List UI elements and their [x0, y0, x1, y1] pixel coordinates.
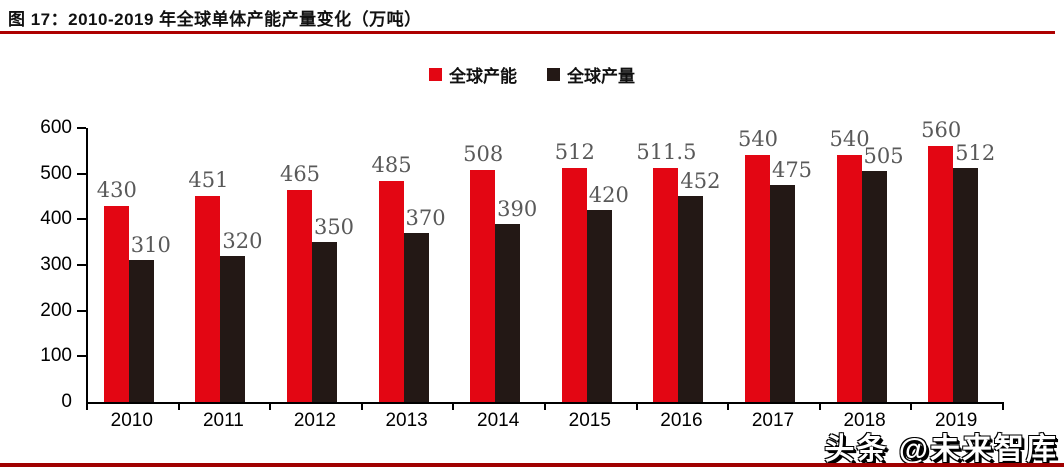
bar-capacity-2010	[103, 205, 129, 402]
chart-legend: 全球产能 全球产量	[0, 62, 1064, 87]
x-axis-tick	[177, 403, 180, 410]
bar-capacity-2019	[928, 146, 954, 402]
y-axis-tick	[77, 172, 86, 175]
x-axis-tick	[910, 403, 913, 410]
bar-output-2016	[678, 195, 704, 402]
y-axis-label: 100	[40, 345, 72, 367]
x-axis-tick	[1002, 403, 1004, 410]
x-axis-label-2018: 2018	[843, 410, 886, 431]
bar-output-2010	[128, 260, 154, 402]
value-label-output-2016: 452	[680, 168, 721, 193]
y-axis-label: 0	[61, 391, 72, 412]
bar-output-2017	[770, 185, 795, 402]
x-axis-label-2016: 2016	[660, 410, 703, 431]
x-axis-label-2011: 2011	[202, 410, 244, 431]
x-axis-tick	[635, 403, 638, 410]
x-axis-label-2014: 2014	[477, 410, 520, 431]
y-axis-label: 400	[40, 208, 72, 230]
value-label-capacity-2016: 511.5	[636, 140, 697, 165]
value-label-capacity-2019: 560	[921, 118, 962, 143]
value-label-output-2014: 390	[497, 196, 538, 221]
value-label-output-2019: 512	[955, 141, 996, 166]
value-label-capacity-2011: 451	[188, 168, 229, 193]
bottom-rule	[0, 463, 1064, 467]
x-axis-tick	[452, 403, 455, 410]
bar-output-2013	[403, 233, 429, 402]
x-axis-tick	[727, 403, 730, 410]
x-axis-label-2017: 2017	[751, 410, 795, 431]
value-label-output-2011: 320	[222, 228, 263, 253]
y-axis-tick	[77, 309, 86, 312]
y-axis-label: 200	[40, 299, 72, 321]
value-label-capacity-2013: 485	[371, 152, 412, 177]
y-axis-tick	[77, 264, 86, 266]
bar-capacity-2016	[653, 168, 679, 402]
legend-label-output: 全球产量	[567, 67, 635, 86]
value-label-output-2015: 420	[588, 183, 629, 208]
figure-title: 图 17：2010-2019 年全球单体产能产量变化（万吨）	[8, 10, 422, 29]
bar-output-2019	[953, 168, 979, 402]
x-axis-tick	[818, 403, 821, 410]
value-label-capacity-2012: 465	[279, 161, 321, 186]
x-axis-label-2013: 2013	[385, 410, 428, 431]
y-axis-tick	[77, 218, 86, 221]
x-axis-tick	[86, 403, 88, 410]
x-axis-label-2012: 2012	[293, 410, 337, 431]
bar-capacity-2014	[470, 170, 496, 402]
y-axis-tick	[77, 127, 86, 129]
value-label-output-2012: 350	[313, 215, 355, 240]
x-axis-tick	[269, 403, 272, 410]
legend-swatch-output-icon	[547, 68, 560, 81]
bar-capacity-2012	[287, 189, 312, 402]
watermark: 头条 @未来智库	[824, 433, 1058, 466]
title-underline-rule	[0, 31, 1055, 34]
value-label-output-2017: 475	[771, 158, 813, 183]
x-axis-label-2015: 2015	[568, 410, 611, 431]
x-axis-label-2019: 2019	[935, 410, 978, 431]
y-axis-tick	[77, 355, 86, 358]
y-axis-label: 600	[40, 117, 72, 138]
y-axis-label: 300	[40, 254, 72, 275]
x-axis-label-2010: 2010	[110, 410, 153, 431]
bar-capacity-2013	[378, 180, 404, 402]
bar-output-2011	[220, 255, 246, 402]
bar-output-2012	[312, 242, 337, 402]
bar-capacity-2015	[561, 168, 587, 402]
bar-capacity-2011	[195, 196, 221, 402]
value-label-capacity-2017: 540	[737, 127, 779, 152]
value-label-capacity-2018: 540	[829, 127, 870, 152]
value-label-capacity-2010: 430	[96, 177, 137, 202]
legend-label-capacity: 全球产能	[449, 67, 517, 86]
value-label-capacity-2015: 512	[554, 140, 595, 165]
bar-capacity-2018	[836, 155, 862, 402]
x-axis-tick	[544, 403, 546, 410]
x-axis-tick	[360, 403, 363, 410]
legend-swatch-capacity-icon	[429, 68, 442, 81]
legend-item-capacity: 全球产能	[429, 62, 517, 87]
bar-output-2018	[861, 171, 887, 402]
bar-capacity-2017	[745, 155, 770, 402]
bar-output-2015	[586, 210, 612, 402]
value-label-output-2018: 505	[863, 144, 904, 169]
bar-output-2014	[495, 223, 521, 402]
value-label-output-2013: 370	[405, 206, 446, 231]
value-label-capacity-2014: 508	[463, 142, 504, 166]
legend-item-output: 全球产量	[547, 62, 635, 87]
y-axis-label: 500	[40, 162, 72, 184]
value-label-output-2010: 310	[130, 233, 171, 258]
